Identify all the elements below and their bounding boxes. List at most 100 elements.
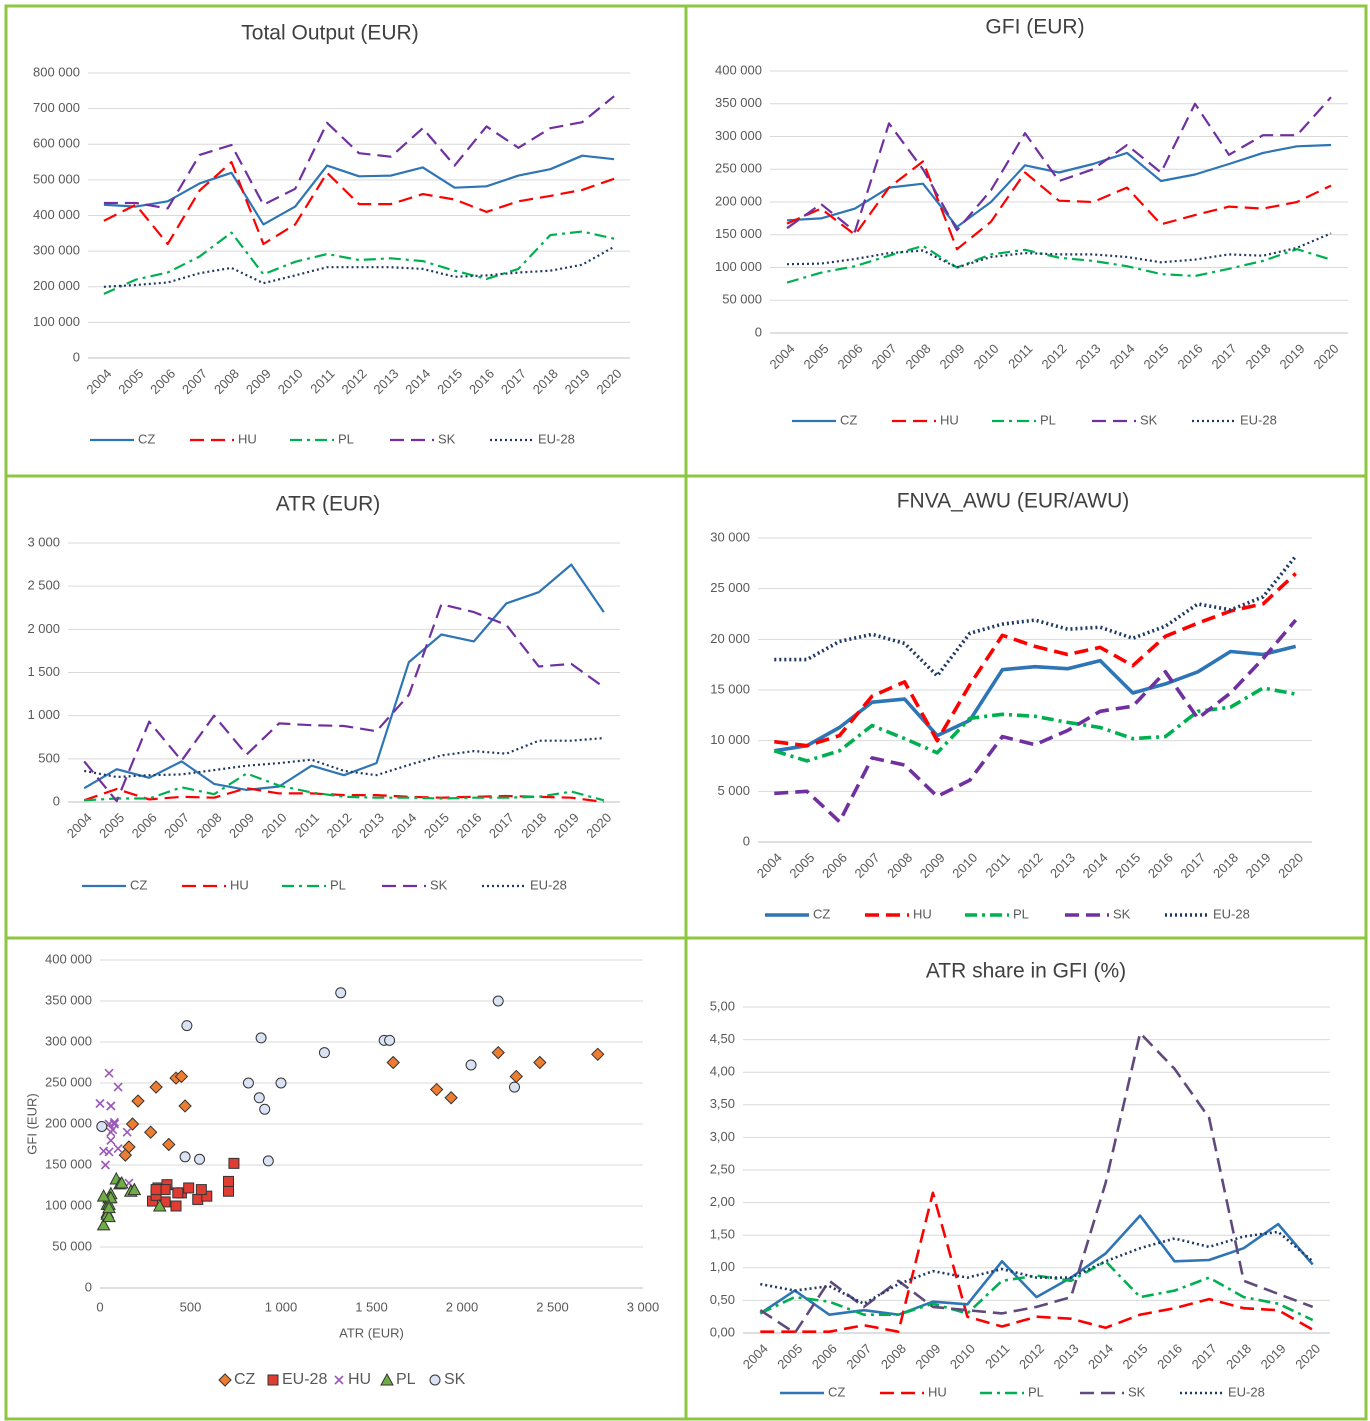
series-line: [786, 143, 1332, 228]
series-line: [83, 737, 604, 779]
point: [131, 1094, 145, 1108]
point: [228, 1157, 240, 1169]
y-tick-label: 250 000: [45, 1074, 92, 1089]
x-tick-label: 2 500: [536, 1299, 569, 1314]
y-tick-label: 500: [38, 750, 60, 765]
legend-label: CZ: [130, 877, 147, 892]
point: [96, 1120, 108, 1132]
legend-label: SK: [1113, 906, 1131, 921]
y-tick-label: 5,00: [710, 998, 735, 1013]
y-tick-label: 2,50: [710, 1161, 735, 1176]
y-tick-label: 2 500: [27, 578, 60, 593]
point: [253, 1092, 265, 1104]
y-tick-label: 0: [755, 324, 762, 339]
legend-label: SK: [1128, 1384, 1146, 1399]
y-tick-label: 350 000: [715, 95, 762, 110]
legend-swatch: [334, 1375, 344, 1385]
y-tick-label: 350 000: [45, 992, 92, 1007]
y-tick-label: 3,50: [710, 1096, 735, 1111]
x-tick-label: 1 500: [355, 1299, 388, 1314]
chart-title: FNVA_AWU (EUR/AWU): [897, 490, 1130, 513]
y-tick-label: 2 000: [27, 621, 60, 636]
point: [113, 1144, 123, 1154]
legend-label: EU-28: [1213, 906, 1250, 921]
point: [102, 1209, 116, 1223]
series-line: [759, 1214, 1314, 1316]
point: [100, 1160, 110, 1170]
x-axis-title: ATR (EUR): [339, 1325, 404, 1340]
y-tick-label: 3 000: [27, 534, 60, 549]
point: [591, 1047, 605, 1062]
series-line: [774, 572, 1297, 748]
point: [429, 1082, 444, 1097]
point: [96, 1189, 111, 1202]
chart-title: Total Output (EUR): [241, 22, 418, 45]
y-tick-label: 20 000: [710, 631, 750, 646]
point: [122, 1127, 132, 1137]
legend-label: CZ: [234, 1371, 256, 1388]
legend-label: HU: [238, 431, 257, 446]
point: [223, 1175, 235, 1187]
point: [192, 1193, 204, 1205]
point: [172, 1187, 184, 1199]
legend-label: PL: [1040, 412, 1056, 427]
y-tick-label: 300 000: [45, 1033, 92, 1048]
legend-swatch: [267, 1374, 279, 1386]
series-line: [103, 95, 615, 210]
y-tick-label: 300 000: [715, 128, 762, 143]
point: [194, 1153, 206, 1165]
y-tick-label: 600 000: [33, 136, 80, 151]
y-tick-label: 150 000: [715, 226, 762, 241]
series-line: [760, 1230, 1314, 1305]
series-line: [774, 644, 1297, 753]
series-line: [84, 772, 605, 802]
y-tick-label: 5 000: [717, 783, 750, 798]
point: [179, 1151, 191, 1163]
x-tick-label: 3 000: [627, 1299, 660, 1314]
y-tick-label: 400 000: [33, 207, 80, 222]
point: [181, 1020, 193, 1032]
y-tick-label: 50 000: [722, 292, 762, 307]
point: [491, 1045, 505, 1060]
point: [318, 1047, 330, 1059]
point: [183, 1182, 195, 1194]
y-tick-label: 700 000: [33, 100, 80, 115]
legend-swatch: [429, 1374, 441, 1386]
point: [492, 995, 504, 1007]
point: [262, 1155, 274, 1167]
point: [178, 1099, 192, 1113]
point: [104, 1147, 114, 1157]
point: [104, 1068, 114, 1078]
point: [109, 1117, 120, 1127]
y-tick-label: 2,00: [710, 1194, 735, 1209]
legend-label: CZ: [828, 1384, 845, 1399]
chart-title: ATR (EUR): [276, 493, 381, 516]
legend-label: HU: [913, 906, 932, 921]
y-tick-label: 500 000: [33, 171, 80, 186]
series-line: [759, 1260, 1314, 1322]
point: [242, 1077, 254, 1089]
x-tick-label: 2 000: [446, 1299, 479, 1314]
series-line: [760, 1191, 1314, 1333]
series-line: [103, 161, 615, 246]
point: [106, 1127, 116, 1137]
y-tick-label: 400 000: [715, 62, 762, 77]
point: [113, 1082, 123, 1092]
point: [152, 1198, 167, 1212]
point: [96, 1217, 111, 1231]
point: [444, 1091, 458, 1105]
y-tick-label: 100 000: [33, 314, 80, 329]
legend-label: PL: [1013, 906, 1029, 921]
point: [125, 1117, 140, 1131]
point: [335, 987, 347, 999]
series-line: [103, 245, 615, 288]
point: [102, 1200, 116, 1214]
y-tick-label: 0,50: [710, 1292, 735, 1307]
y-tick-label: 400 000: [45, 951, 92, 966]
chart-title: ATR share in GFI (%): [926, 960, 1126, 983]
chart-title: GFI (EUR): [985, 16, 1084, 39]
y-tick-label: 4,50: [710, 1031, 735, 1046]
y-tick-label: 10 000: [710, 732, 750, 747]
x-tick-label: 1 000: [265, 1299, 298, 1314]
